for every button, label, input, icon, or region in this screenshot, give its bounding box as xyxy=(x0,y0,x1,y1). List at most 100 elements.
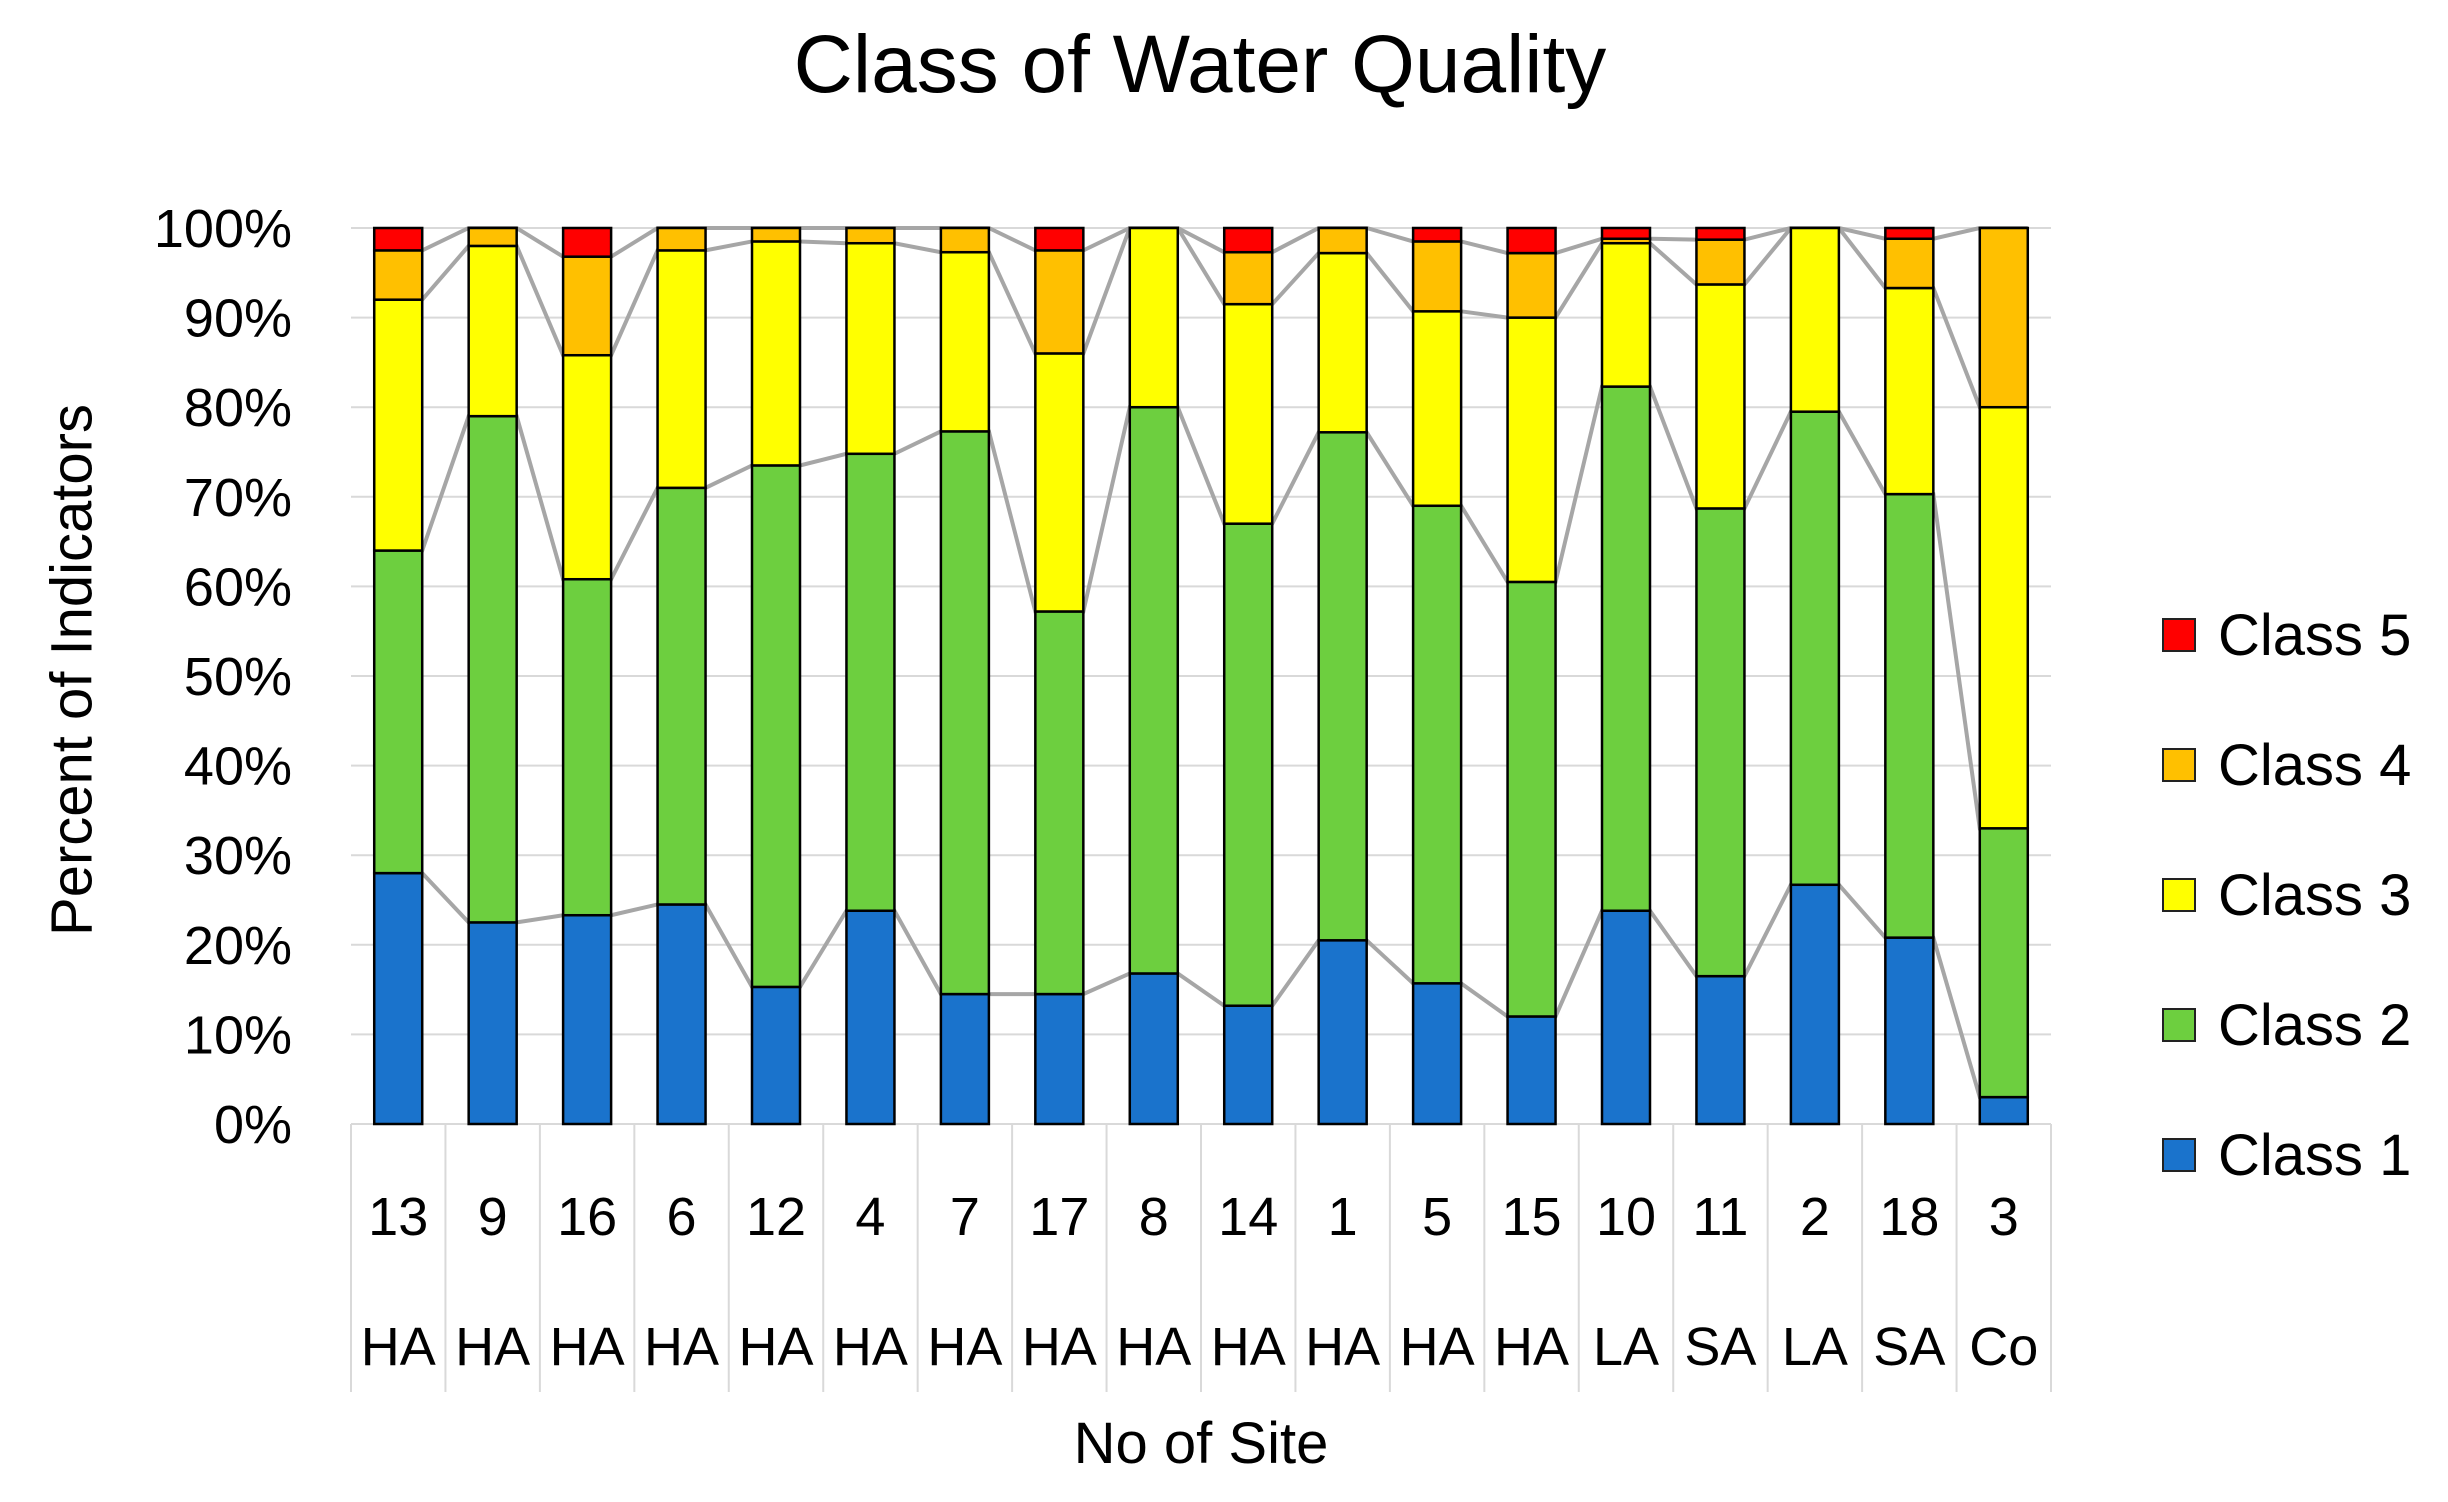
x-tick-label-group: HA xyxy=(927,1317,1002,1377)
bar-segment-class-2-site-18 xyxy=(1884,492,1935,939)
x-tick-label-site: 7 xyxy=(950,1187,980,1247)
bar-segment-class-5-site-14 xyxy=(1222,226,1274,254)
legend-label-class-4: Class 4 xyxy=(2218,732,2412,798)
bar-segment-class-4-site-15 xyxy=(1506,251,1557,319)
bar-segment-class-3-site-10 xyxy=(1600,241,1652,388)
x-tick-label-group: Co xyxy=(1969,1317,2038,1377)
x-tick-label-group: HA xyxy=(1022,1317,1097,1377)
x-tick-label-group: HA xyxy=(738,1317,813,1377)
bar-segment-class-3-site-15 xyxy=(1506,316,1557,584)
x-tick-label-group: HA xyxy=(644,1317,719,1377)
bar-segment-class-1-site-7 xyxy=(939,992,991,1126)
legend-swatch-class-4 xyxy=(2162,748,2196,782)
x-tick-label-group: HA xyxy=(361,1317,436,1377)
bar-segment-class-3-site-5 xyxy=(1411,310,1463,508)
bar-segment-class-3-site-17 xyxy=(1034,352,1085,613)
bar-segment-class-1-site-9 xyxy=(467,921,518,1126)
legend-label-class-3: Class 3 xyxy=(2218,862,2412,928)
bar-segment-class-1-site-18 xyxy=(1884,936,1935,1126)
bar-segment-class-1-site-1 xyxy=(1317,939,1368,1126)
bar-segment-class-1-site-13 xyxy=(372,871,424,1126)
y-tick-label: 60% xyxy=(184,557,292,617)
x-tick-label-site: 12 xyxy=(746,1187,806,1247)
bar-segment-class-1-site-14 xyxy=(1222,1004,1274,1126)
x-tick-label-group: SA xyxy=(1684,1317,1756,1377)
bar-segment-class-4-site-3 xyxy=(1978,226,2030,409)
bar-segment-class-1-site-3 xyxy=(1978,1095,2030,1126)
bar-segment-class-2-site-16 xyxy=(561,577,613,917)
x-tick-label-site: 11 xyxy=(1692,1187,1748,1247)
y-tick-label: 40% xyxy=(184,737,292,797)
x-tick-label-group: LA xyxy=(1593,1317,1659,1377)
legend-item-class-5: Class 5 xyxy=(2162,570,2411,700)
x-tick-label-site: 6 xyxy=(667,1187,697,1247)
bar-segment-class-2-site-11 xyxy=(1695,507,1746,978)
bar-segment-class-2-site-2 xyxy=(1789,410,1841,887)
x-tick-label-site: 15 xyxy=(1502,1187,1562,1247)
bar-segment-class-1-site-17 xyxy=(1034,992,1085,1126)
bar-segment-class-4-site-18 xyxy=(1884,237,1935,290)
bar-segment-class-3-site-7 xyxy=(939,250,991,433)
legend-label-class-2: Class 2 xyxy=(2218,992,2412,1058)
bar-segment-class-1-site-15 xyxy=(1506,1015,1557,1126)
x-tick-label-site: 10 xyxy=(1596,1187,1656,1247)
bar-segment-class-5-site-5 xyxy=(1411,226,1463,243)
legend-swatch-class-2 xyxy=(2162,1008,2196,1042)
bar-segment-class-3-site-13 xyxy=(372,298,424,552)
bar-segment-class-3-site-12 xyxy=(750,240,802,467)
bar-segment-class-2-site-12 xyxy=(750,464,802,989)
x-tick-label-group: HA xyxy=(1305,1317,1380,1377)
bar-segment-class-4-site-5 xyxy=(1411,240,1463,313)
bar-segment-class-1-site-8 xyxy=(1128,972,1180,1126)
y-tick-label: 90% xyxy=(184,289,292,349)
x-tick-label-site: 16 xyxy=(557,1187,617,1247)
bar-segment-class-2-site-8 xyxy=(1128,405,1180,975)
y-tick-label: 0% xyxy=(214,1095,292,1155)
bar-segment-class-3-site-18 xyxy=(1884,286,1935,496)
bar-segment-class-3-site-3 xyxy=(1978,405,2030,830)
legend: Class 5 Class 4 Class 3 Class 2 Class 1 xyxy=(2162,570,2411,1220)
x-tick-label-site: 13 xyxy=(368,1187,428,1247)
bar-segment-class-3-site-11 xyxy=(1695,283,1746,510)
bar-segment-class-2-site-10 xyxy=(1600,385,1652,913)
x-tick-label-site: 17 xyxy=(1029,1187,1089,1247)
bar-segment-class-2-site-15 xyxy=(1506,580,1557,1018)
x-tick-label-group: HA xyxy=(1400,1317,1475,1377)
bar-segment-class-2-site-6 xyxy=(656,486,707,906)
series-connector-line xyxy=(374,226,2028,259)
bar-segment-class-1-site-6 xyxy=(656,903,707,1126)
y-tick-label: 10% xyxy=(184,1005,292,1065)
bar-segment-class-4-site-17 xyxy=(1034,249,1085,355)
bar-segment-class-2-site-7 xyxy=(939,430,991,996)
x-tick-label-site: 14 xyxy=(1218,1187,1278,1247)
bar-segment-class-5-site-10 xyxy=(1600,226,1652,241)
x-tick-label-group: HA xyxy=(833,1317,908,1377)
x-tick-label-site: 5 xyxy=(1422,1187,1452,1247)
x-tick-label-site: 9 xyxy=(478,1187,508,1247)
x-tick-label-group: HA xyxy=(1211,1317,1286,1377)
y-tick-label: 20% xyxy=(184,916,292,976)
legend-label-class-1: Class 1 xyxy=(2218,1122,2412,1188)
legend-item-class-2: Class 2 xyxy=(2162,960,2411,1090)
x-tick-label-group: LA xyxy=(1782,1317,1848,1377)
x-tick-label-group: SA xyxy=(1873,1317,1945,1377)
y-tick-label: 30% xyxy=(184,826,292,886)
x-axis-label: No of Site xyxy=(1073,1411,1329,1476)
bar-segment-class-1-site-2 xyxy=(1789,883,1841,1126)
bar-segment-class-1-site-5 xyxy=(1411,982,1463,1126)
bar-segment-class-5-site-17 xyxy=(1034,226,1085,252)
bar-segment-class-4-site-4 xyxy=(845,226,896,245)
legend-item-class-4: Class 4 xyxy=(2162,700,2411,830)
y-tick-label: 50% xyxy=(184,647,292,707)
x-tick-label-group: HA xyxy=(1116,1317,1191,1377)
bar-segment-class-1-site-10 xyxy=(1600,909,1652,1126)
bar-segment-class-4-site-12 xyxy=(750,226,802,243)
x-tick-label-site: 2 xyxy=(1800,1187,1830,1247)
bar-segment-class-3-site-8 xyxy=(1128,226,1180,409)
bar-segment-class-2-site-4 xyxy=(845,452,896,913)
bar-segment-class-1-site-16 xyxy=(561,913,613,1126)
bar-segment-class-5-site-13 xyxy=(372,226,424,252)
bar-segment-class-1-site-11 xyxy=(1695,974,1746,1126)
x-tick-label-site: 4 xyxy=(855,1187,885,1247)
